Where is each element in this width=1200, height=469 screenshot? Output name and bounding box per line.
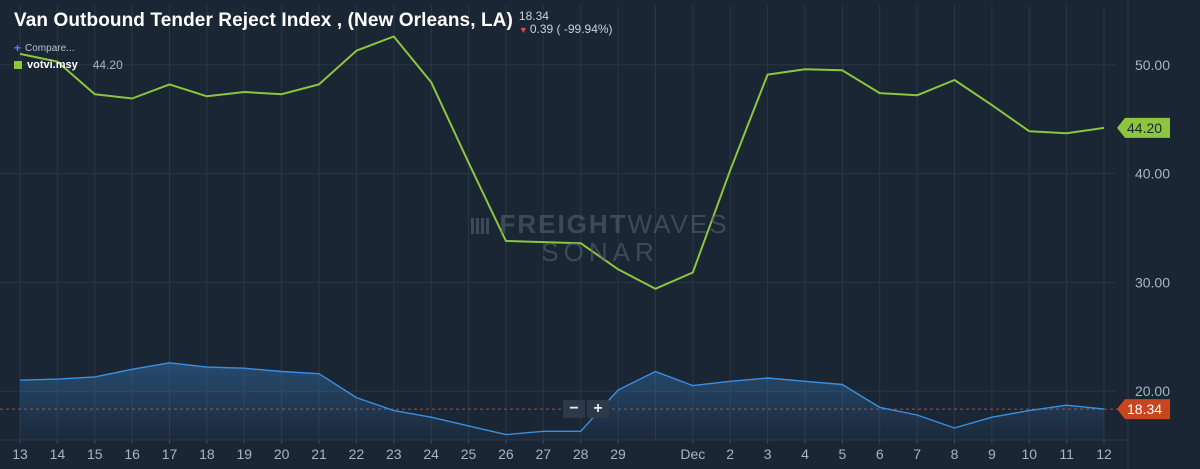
series-line-1: [19, 362, 1105, 436]
y-tick-label: 20.00: [1135, 383, 1170, 399]
y-tick-label: 50.00: [1135, 57, 1170, 73]
compare-button[interactable]: + Compare...: [14, 41, 613, 55]
series-area-1: [20, 362, 1104, 440]
x-tick-label: 10: [1021, 446, 1037, 462]
legend-series-value: 44.20: [92, 58, 123, 72]
x-tick-label: 28: [573, 446, 589, 462]
badge-shape: [1117, 117, 1170, 138]
x-tick-label: 6: [876, 446, 884, 462]
zoom-out-button[interactable]: −: [563, 400, 585, 418]
down-triangle-icon: ▼: [518, 25, 528, 35]
x-tick-label: 7: [913, 446, 921, 462]
grid: [0, 0, 1129, 469]
legend-series-symbol: votvi.msy: [27, 59, 78, 71]
x-tick-label: 25: [461, 446, 477, 462]
zoom-controls: − +: [563, 400, 611, 418]
badge-label: 18.34: [1127, 401, 1162, 417]
x-tick-label: 18: [199, 446, 215, 462]
series-layer: [19, 35, 1105, 440]
x-tick-label: 5: [838, 446, 846, 462]
x-tick-label: 8: [951, 446, 959, 462]
series-line-0: [19, 35, 1105, 290]
x-tick-label: 15: [87, 446, 103, 462]
x-tick-label: 9: [988, 446, 996, 462]
x-tick-label: 29: [610, 446, 626, 462]
last-value-badge-1: 18.34: [1117, 399, 1170, 420]
x-tick-label: 19: [236, 446, 252, 462]
last-value-badge-0: 44.20: [1117, 117, 1170, 138]
x-tick-label: 20: [274, 446, 290, 462]
x-tick-label: 12: [1096, 446, 1112, 462]
x-tick-label: 2: [726, 446, 734, 462]
zoom-in-button[interactable]: +: [587, 400, 609, 418]
badge-label: 44.20: [1127, 120, 1162, 136]
badge-shape: [1117, 399, 1170, 420]
y-tick-label: 30.00: [1135, 274, 1170, 290]
x-tick-label: 3: [764, 446, 772, 462]
x-tick-label: 27: [536, 446, 552, 462]
x-tick-label: 21: [311, 446, 327, 462]
x-tick-label: 11: [1059, 446, 1074, 462]
x-tick-label: 16: [124, 446, 140, 462]
change-value: 0.39 ( -99.94%): [529, 22, 613, 36]
x-tick-label: 13: [12, 446, 28, 462]
quote-block: 18.34 ▼ 0.39 ( -99.94%): [519, 10, 613, 37]
x-tick-label: 24: [423, 446, 439, 462]
y-tick-label: 40.00: [1135, 166, 1170, 182]
x-tick-label: Dec: [680, 446, 705, 462]
x-tick-label: 4: [801, 446, 809, 462]
x-tick-label: 14: [50, 446, 66, 462]
chart-title: Van Outbound Tender Reject Index , (New …: [14, 10, 513, 31]
change-line: ▼ 0.39 ( -99.94%): [519, 23, 613, 37]
legend-entry[interactable]: votvi.msy 44.20: [14, 58, 613, 72]
x-tick-label: 17: [162, 446, 178, 462]
plus-icon: +: [14, 41, 22, 55]
legend-swatch: [14, 61, 22, 69]
compare-label: Compare...: [25, 42, 75, 54]
x-tick-label: 22: [349, 446, 365, 462]
chart-header: Van Outbound Tender Reject Index , (New …: [14, 8, 613, 72]
x-tick-label: 23: [386, 446, 402, 462]
x-tick-label: 26: [498, 446, 514, 462]
last-value: 18.34: [518, 9, 549, 23]
